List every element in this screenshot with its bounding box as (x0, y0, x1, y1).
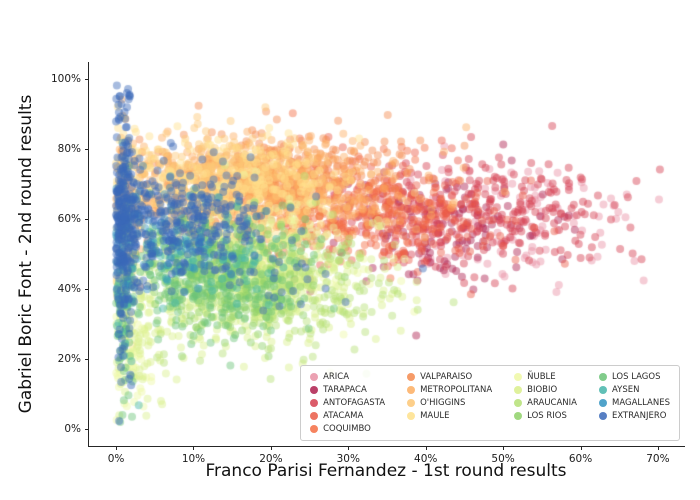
x-tick-label: 10% (181, 453, 206, 465)
x-tick-label: 70% (646, 453, 670, 465)
legend-marker-icon (598, 412, 607, 420)
x-tick-label: 20% (259, 453, 283, 465)
legend-item: TARAPACA (310, 385, 385, 395)
y-tick-label: 0% (64, 422, 81, 435)
legend-item: ARICA (310, 372, 385, 382)
y-tick-label: 20% (57, 352, 81, 365)
legend-label: ARAUCANIA (527, 398, 577, 408)
legend-marker-icon (310, 373, 319, 381)
legend-marker-icon (514, 399, 523, 407)
x-tick-label: 50% (491, 453, 515, 465)
legend-item: MAGALLANES (598, 398, 670, 408)
y-tick-label: 80% (57, 143, 81, 156)
legend-item: ANTOFAGASTA (310, 398, 385, 408)
legend-label: MAULE (420, 411, 450, 421)
legend-marker-icon (407, 399, 416, 407)
y-tick-mark (85, 358, 89, 360)
x-tick-label: 0% (107, 453, 125, 465)
legend-marker-icon (514, 412, 523, 420)
x-tick-label: 60% (568, 453, 593, 465)
legend-label: LOS LAGOS (611, 372, 661, 382)
legend-label: EXTRANJERO (611, 411, 667, 421)
legend-label: TARAPACA (323, 385, 367, 395)
legend-item: BIOBIO (514, 385, 577, 395)
plot-area: 0% 10% 20% 30% 40% 50% 60% 70% 0% 20% 40% 60% 80% 100… (51, 62, 685, 465)
legend-marker-icon (407, 412, 416, 420)
legend-label: LOS RIOS (527, 411, 567, 421)
legend-label: O'HIGGINS (420, 398, 466, 408)
y-tick-label: 60% (57, 213, 81, 226)
y-tick-mark (85, 428, 89, 430)
legend-item: LOS LAGOS (598, 372, 670, 382)
legend-label: ARICA (323, 372, 350, 382)
legend-column: VALPARAISO METROPOLITANA O'HIGGINS MAULE (407, 372, 492, 434)
legend-item: AYSEN (598, 385, 670, 395)
legend-item: ÑUBLE (514, 372, 577, 382)
x-tick-label: 30% (336, 453, 360, 465)
legend-label: ATACAMA (323, 411, 364, 421)
legend-item: COQUIMBO (310, 424, 385, 434)
legend-label: ANTOFAGASTA (323, 398, 386, 408)
legend-column: LOS LAGOS AYSEN MAGALLANES EXTRANJERO (598, 372, 670, 434)
x-tick-mark (503, 446, 505, 450)
legend-column: ARICA TARAPACA ANTOFAGASTA ATACAMA COQUIMBO (310, 372, 385, 434)
legend-item: METROPOLITANA (407, 385, 492, 395)
legend-item: VALPARAISO (407, 372, 492, 382)
legend-marker-icon (514, 386, 523, 394)
legend-item: EXTRANJERO (598, 411, 670, 421)
legend-item: O'HIGGINS (407, 398, 492, 408)
y-axis-label: Gabriel Boric Font - 2nd round results (16, 94, 36, 414)
legend-label: VALPARAISO (420, 372, 473, 382)
y-tick-label: 40% (57, 282, 81, 295)
legend-label: MAGALLANES (611, 398, 670, 408)
y-tick-mark (85, 149, 89, 151)
legend-item: ARAUCANIA (514, 398, 577, 408)
legend-label: COQUIMBO (323, 424, 371, 434)
y-tick-mark (85, 219, 89, 221)
y-tick-mark (85, 79, 89, 81)
legend-marker-icon (598, 373, 607, 381)
legend-item: MAULE (407, 411, 492, 421)
legend-label: BIOBIO (527, 385, 558, 395)
legend-item: LOS RIOS (514, 411, 577, 421)
x-axis-label: Franco Parisi Fernandez - 1st round resu… (205, 461, 567, 481)
x-tick-mark (116, 446, 118, 450)
x-tick-mark (270, 446, 272, 450)
legend-marker-icon (598, 386, 607, 394)
legend-marker-icon (310, 412, 319, 420)
legend-column: ÑUBLE BIOBIO ARAUCANIA LOS RIOS (514, 372, 577, 434)
x-tick-mark (193, 446, 195, 450)
legend-marker-icon (310, 425, 319, 433)
x-tick-mark (425, 446, 427, 450)
y-tick-mark (85, 288, 89, 290)
legend-marker-icon (598, 399, 607, 407)
legend-marker-icon (407, 373, 416, 381)
legend-marker-icon (407, 386, 416, 394)
y-tick-label: 100% (50, 73, 81, 86)
legend-label: METROPOLITANA (420, 385, 493, 395)
legend-marker-icon (514, 373, 523, 381)
x-tick-mark (348, 446, 350, 450)
legend: ARICA TARAPACA ANTOFAGASTA ATACAMA COQUIMBO V… (300, 365, 680, 441)
legend-marker-icon (310, 399, 319, 407)
legend-label: ÑUBLE (527, 372, 556, 382)
legend-item: ATACAMA (310, 411, 385, 421)
legend-label: AYSEN (611, 385, 640, 395)
x-tick-mark (657, 446, 659, 450)
x-tick-mark (580, 446, 582, 450)
legend-marker-icon (310, 386, 319, 394)
x-tick-label: 40% (414, 453, 438, 465)
